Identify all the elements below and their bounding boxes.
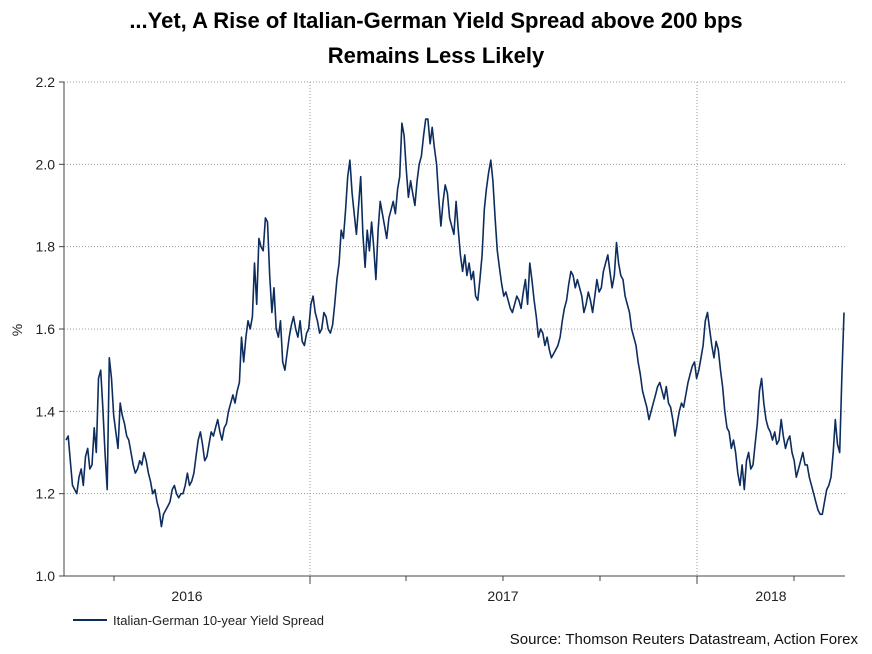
series-line — [65, 118, 845, 528]
y-tick-label: 2.2 — [36, 74, 56, 90]
y-tick-label: 1.0 — [36, 568, 56, 584]
x-tick-label: 2018 — [755, 588, 786, 604]
chart-title: ...Yet, A Rise of Italian-German Yield S… — [129, 8, 743, 33]
y-axis-label: % — [9, 324, 25, 336]
x-tick-label: 2016 — [171, 588, 202, 604]
y-tick-label: 1.8 — [36, 239, 56, 255]
y-tick-label: 2.0 — [36, 156, 56, 172]
grid — [64, 81, 845, 576]
legend: Italian-German 10-year Yield Spread — [73, 613, 324, 628]
y-tick-label: 1.4 — [36, 403, 56, 419]
y-tick-label: 1.6 — [36, 321, 56, 337]
x-tick-label: 2017 — [487, 588, 518, 604]
chart-subtitle: Remains Less Likely — [327, 43, 545, 68]
y-tick-label: 1.2 — [36, 486, 56, 502]
axes: 1.0 1.2 1.4 1.6 1.8 2.0 2.2 2016 2017 2018 — [36, 74, 845, 604]
source-note: Source: Thomson Reuters Datastream, Acti… — [509, 631, 858, 648]
legend-label: Italian-German 10-year Yield Spread — [113, 613, 324, 628]
series-layer — [65, 118, 845, 528]
